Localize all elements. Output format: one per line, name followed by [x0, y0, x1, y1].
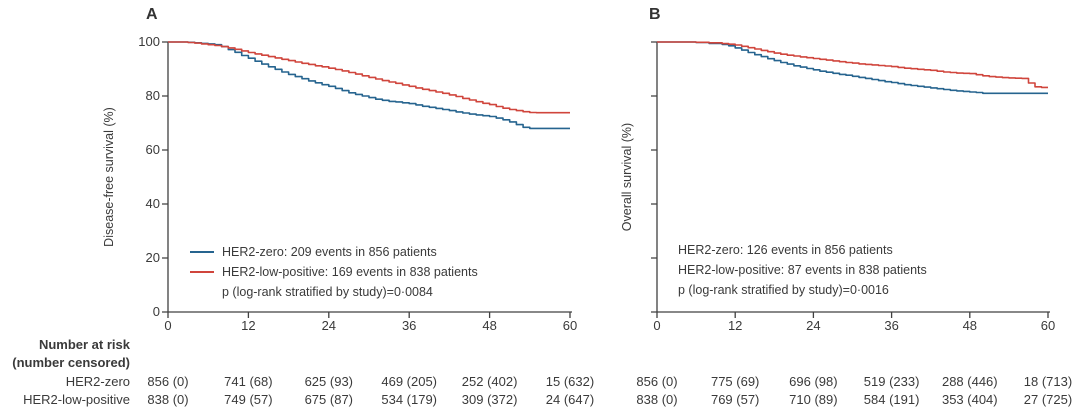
km-curve-her2-zero	[168, 41, 570, 130]
risk-cell: 838 (0)	[636, 392, 678, 407]
risk-cell: 775 (69)	[710, 374, 760, 389]
y-tick-label: 40	[145, 196, 160, 211]
panel-a-label: A	[146, 6, 158, 23]
legend-label: HER2-zero: 126 events in 856 patients	[678, 243, 893, 257]
risk-cell: 856 (0)	[147, 374, 189, 389]
panel-b-label: B	[649, 6, 661, 23]
x-tick-label: 48	[962, 318, 978, 333]
x-tick-label: 60	[1040, 318, 1056, 333]
legend-spacer	[190, 291, 214, 293]
legend-label: HER2-low-positive: 87 events in 838 pati…	[678, 263, 927, 277]
km-curve-her2-low-positive	[657, 41, 1048, 89]
risk-cell: 838 (0)	[147, 392, 189, 407]
risk-cell: 252 (402)	[461, 374, 518, 389]
risk-row-label-her2-low-positive: HER2-low-positive	[23, 392, 130, 407]
legend-entry-her2-low-positive: HER2-low-positive: 87 events in 838 pati…	[678, 260, 927, 280]
x-tick-label: 0	[653, 318, 661, 333]
panel-a-y-axis-title: Disease-free survival (%)	[102, 107, 116, 247]
risk-cell: 749 (57)	[224, 392, 273, 407]
risk-cell: 24 (647)	[545, 392, 595, 407]
risk-cell: 353 (404)	[941, 392, 998, 407]
risk-cell: 519 (233)	[863, 374, 920, 389]
x-tick-label: 0	[164, 318, 172, 333]
km-curve-her2-zero	[657, 41, 1048, 95]
x-tick-label: 24	[321, 318, 337, 333]
y-tick-label: 0	[152, 304, 160, 319]
chart-path	[651, 41, 1050, 318]
risk-cell: 696 (98)	[789, 374, 838, 389]
x-tick-label: 12	[727, 318, 743, 333]
y-tick-label: 20	[145, 250, 160, 265]
x-tick-label: 24	[806, 318, 821, 333]
legend-entry-her2-zero: HER2-zero: 209 events in 856 patients	[190, 242, 478, 262]
x-tick-label: 60	[562, 318, 578, 333]
x-tick-label: 12	[241, 318, 256, 333]
risk-table-header-line1: Number at risk	[38, 337, 130, 352]
risk-row-label-her2-zero: HER2-zero	[65, 374, 130, 389]
panel-b-legend: HER2-zero: 126 events in 856 patients HE…	[678, 240, 927, 300]
risk-cell: 675 (87)	[304, 392, 353, 407]
risk-cell: 288 (446)	[941, 374, 998, 389]
x-tick-label: 48	[482, 318, 497, 333]
y-tick-label: 100	[138, 34, 160, 49]
km-curve-her2-low-positive	[168, 41, 570, 114]
her2-low-positive-line-swatch	[190, 271, 214, 273]
y-tick-label: 80	[145, 88, 160, 103]
p-value-note: p (log-rank stratified by study)=0·0016	[678, 280, 927, 300]
x-tick-label: 36	[401, 318, 417, 333]
legend-label: HER2-low-positive: 169 events in 838 pat…	[222, 265, 478, 279]
panel-b-y-axis-title: Overall survival (%)	[620, 122, 634, 232]
risk-cell: 534 (179)	[381, 392, 438, 407]
p-value-text: p (log-rank stratified by study)=0·0016	[678, 283, 889, 297]
risk-table-header-line2: (number censored)	[12, 355, 130, 370]
p-value-text: p (log-rank stratified by study)=0·0084	[222, 285, 433, 299]
risk-cell: 710 (89)	[789, 392, 838, 407]
risk-cell: 741 (68)	[224, 374, 273, 389]
risk-cell: 625 (93)	[304, 374, 353, 389]
risk-cell: 769 (57)	[710, 392, 760, 407]
risk-cell: 856 (0)	[636, 374, 678, 389]
risk-cell: 584 (191)	[863, 392, 920, 407]
p-value-note: p (log-rank stratified by study)=0·0084	[190, 282, 478, 302]
risk-cell: 27 (725)	[1023, 392, 1073, 407]
legend-entry-her2-zero: HER2-zero: 126 events in 856 patients	[678, 240, 927, 260]
her2-zero-line-swatch	[190, 251, 214, 253]
risk-cell: 18 (713)	[1023, 374, 1073, 389]
risk-cell: 15 (632)	[545, 374, 595, 389]
risk-cell: 469 (205)	[381, 374, 438, 389]
risk-table-header: Number at risk (number censored)	[0, 336, 130, 372]
legend-entry-her2-low-positive: HER2-low-positive: 169 events in 838 pat…	[190, 262, 478, 282]
legend-label: HER2-zero: 209 events in 856 patients	[222, 245, 437, 259]
x-tick-label: 36	[884, 318, 899, 333]
risk-cell: 309 (372)	[461, 392, 518, 407]
y-tick-label: 60	[145, 142, 160, 157]
chart-path	[162, 41, 572, 318]
panel-a-legend: HER2-zero: 209 events in 856 patients HE…	[190, 242, 478, 302]
